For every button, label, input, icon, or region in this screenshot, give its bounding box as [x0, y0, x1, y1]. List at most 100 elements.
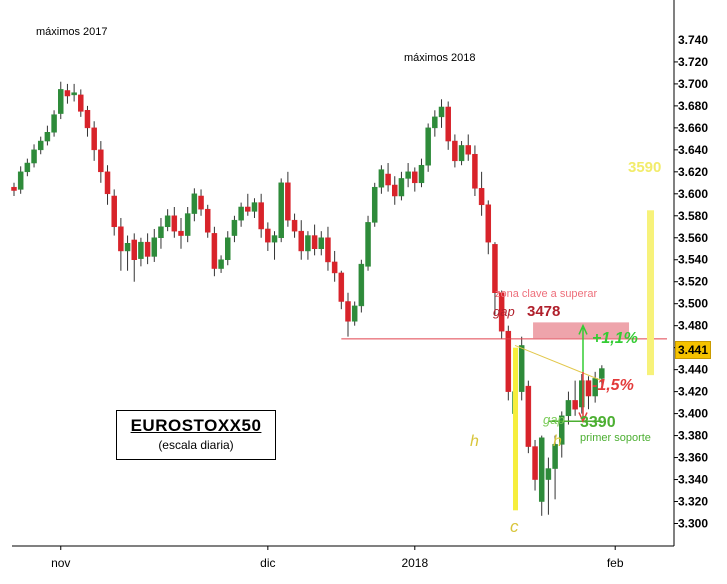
candle-body	[552, 444, 558, 469]
candle-body	[351, 305, 358, 322]
annotation-zona-clave: zona clave a superar	[495, 288, 597, 300]
candle-body	[238, 206, 244, 221]
candle-body	[104, 171, 111, 195]
y-tick-label: 3.420	[678, 385, 708, 399]
annotation-up-pct: +1,1%	[592, 330, 638, 347]
candle-body	[225, 237, 231, 260]
candle-body	[84, 110, 91, 129]
candle-body	[171, 215, 178, 232]
candle-body	[412, 171, 418, 184]
candle-body	[478, 188, 485, 206]
candle-body	[378, 169, 385, 188]
candle-body	[44, 132, 51, 142]
annotation-head: c	[510, 517, 519, 536]
annotation-gap-lower-word: gap	[543, 412, 565, 427]
candle-body	[191, 193, 198, 214]
candle-body	[278, 182, 284, 239]
annotation-max-2018: máximos 2018	[404, 52, 476, 64]
candle-body	[164, 215, 171, 228]
candle-body	[505, 330, 512, 392]
candle-body	[231, 219, 238, 236]
candle-body	[371, 186, 378, 223]
candle-body	[485, 204, 492, 243]
y-tick-label: 3.320	[678, 495, 708, 509]
candle-body	[445, 106, 451, 142]
y-tick-label: 3.600	[678, 187, 708, 201]
candle-body	[198, 195, 204, 210]
candle-body	[438, 106, 445, 118]
axes-layer: 3.300 3.320 3.340 3.360 3.380 3.400 3.420 3.440…	[12, 0, 708, 570]
x-tick-label: feb	[607, 556, 624, 570]
candle-body	[365, 222, 371, 267]
candle-body	[245, 206, 251, 212]
current-price-tag: 3.441	[675, 341, 711, 359]
candle-body	[51, 114, 57, 133]
x-tick-label: dic	[260, 556, 275, 570]
y-tick-label: 3.500	[678, 297, 708, 311]
candle-body	[184, 213, 191, 236]
y-tick-label: 3.380	[678, 429, 708, 443]
candle-body	[305, 235, 311, 252]
candle-body	[425, 127, 431, 166]
candle-body	[458, 145, 465, 162]
candle-body	[331, 261, 338, 274]
candle-body	[405, 171, 411, 179]
candle-body	[518, 345, 525, 392]
candle-body	[118, 226, 124, 252]
y-tick-label: 3.360	[678, 451, 708, 465]
candle-body	[265, 228, 271, 243]
annotation-max-2017: máximos 2017	[36, 26, 108, 38]
up-arrow-head	[578, 323, 588, 335]
y-tick-label: 3.700	[678, 77, 708, 91]
y-tick-label: 3.520	[678, 275, 708, 289]
y-tick-label: 3.720	[678, 55, 708, 69]
chart-subtitle: (escala diaria)	[158, 438, 234, 452]
y-tick-label: 3.540	[678, 253, 708, 267]
candle-body	[64, 90, 71, 97]
candle-body	[31, 149, 37, 164]
candle-body	[452, 140, 458, 162]
y-tick-label: 3.300	[678, 517, 708, 531]
candle-body	[218, 259, 224, 269]
x-tick-label: nov	[51, 556, 70, 570]
candle-body	[545, 468, 552, 480]
candle-body	[285, 182, 291, 221]
candle-body	[358, 263, 365, 307]
candle-body	[538, 437, 545, 502]
candle-body	[111, 195, 117, 228]
y-tick-label: 3.440	[678, 363, 708, 377]
candle-body	[144, 241, 151, 257]
chart-title: EUROSTOXX50	[130, 416, 262, 435]
y-tick-label: 3.680	[678, 99, 708, 113]
annotation-primer-soporte: primer soporte	[580, 432, 651, 444]
candle-body	[131, 239, 137, 260]
annotation-shoulder-right: h	[553, 433, 562, 450]
candle-body	[565, 400, 572, 417]
candle-body	[525, 385, 532, 447]
candle-body	[37, 140, 44, 151]
candle-body	[318, 237, 325, 249]
x-tick-label: 2018	[401, 556, 428, 570]
annotation-down-pct: -1,5%	[592, 377, 634, 394]
candle-body	[11, 186, 17, 191]
candle-body	[258, 202, 264, 230]
candle-body	[251, 202, 258, 212]
candle-body	[599, 368, 605, 379]
candle-body	[138, 241, 144, 259]
candle-body	[78, 94, 84, 112]
annotation-gap-lower-value: 3390	[580, 414, 616, 431]
y-tick-label: 3.340	[678, 473, 708, 487]
candle-body	[291, 219, 298, 232]
candle-body	[211, 233, 218, 269]
y-tick-label: 3.400	[678, 407, 708, 421]
candle-body	[385, 173, 391, 186]
candle-body	[398, 178, 405, 197]
annotation-gap-upper-value: 3478	[527, 303, 560, 320]
annotation-target: 3590	[628, 159, 661, 176]
y-tick-label: 3.620	[678, 165, 708, 179]
target-bar	[647, 210, 654, 376]
candle-body	[418, 164, 425, 184]
candles-layer	[11, 81, 605, 516]
y-tick-label: 3.640	[678, 143, 708, 157]
